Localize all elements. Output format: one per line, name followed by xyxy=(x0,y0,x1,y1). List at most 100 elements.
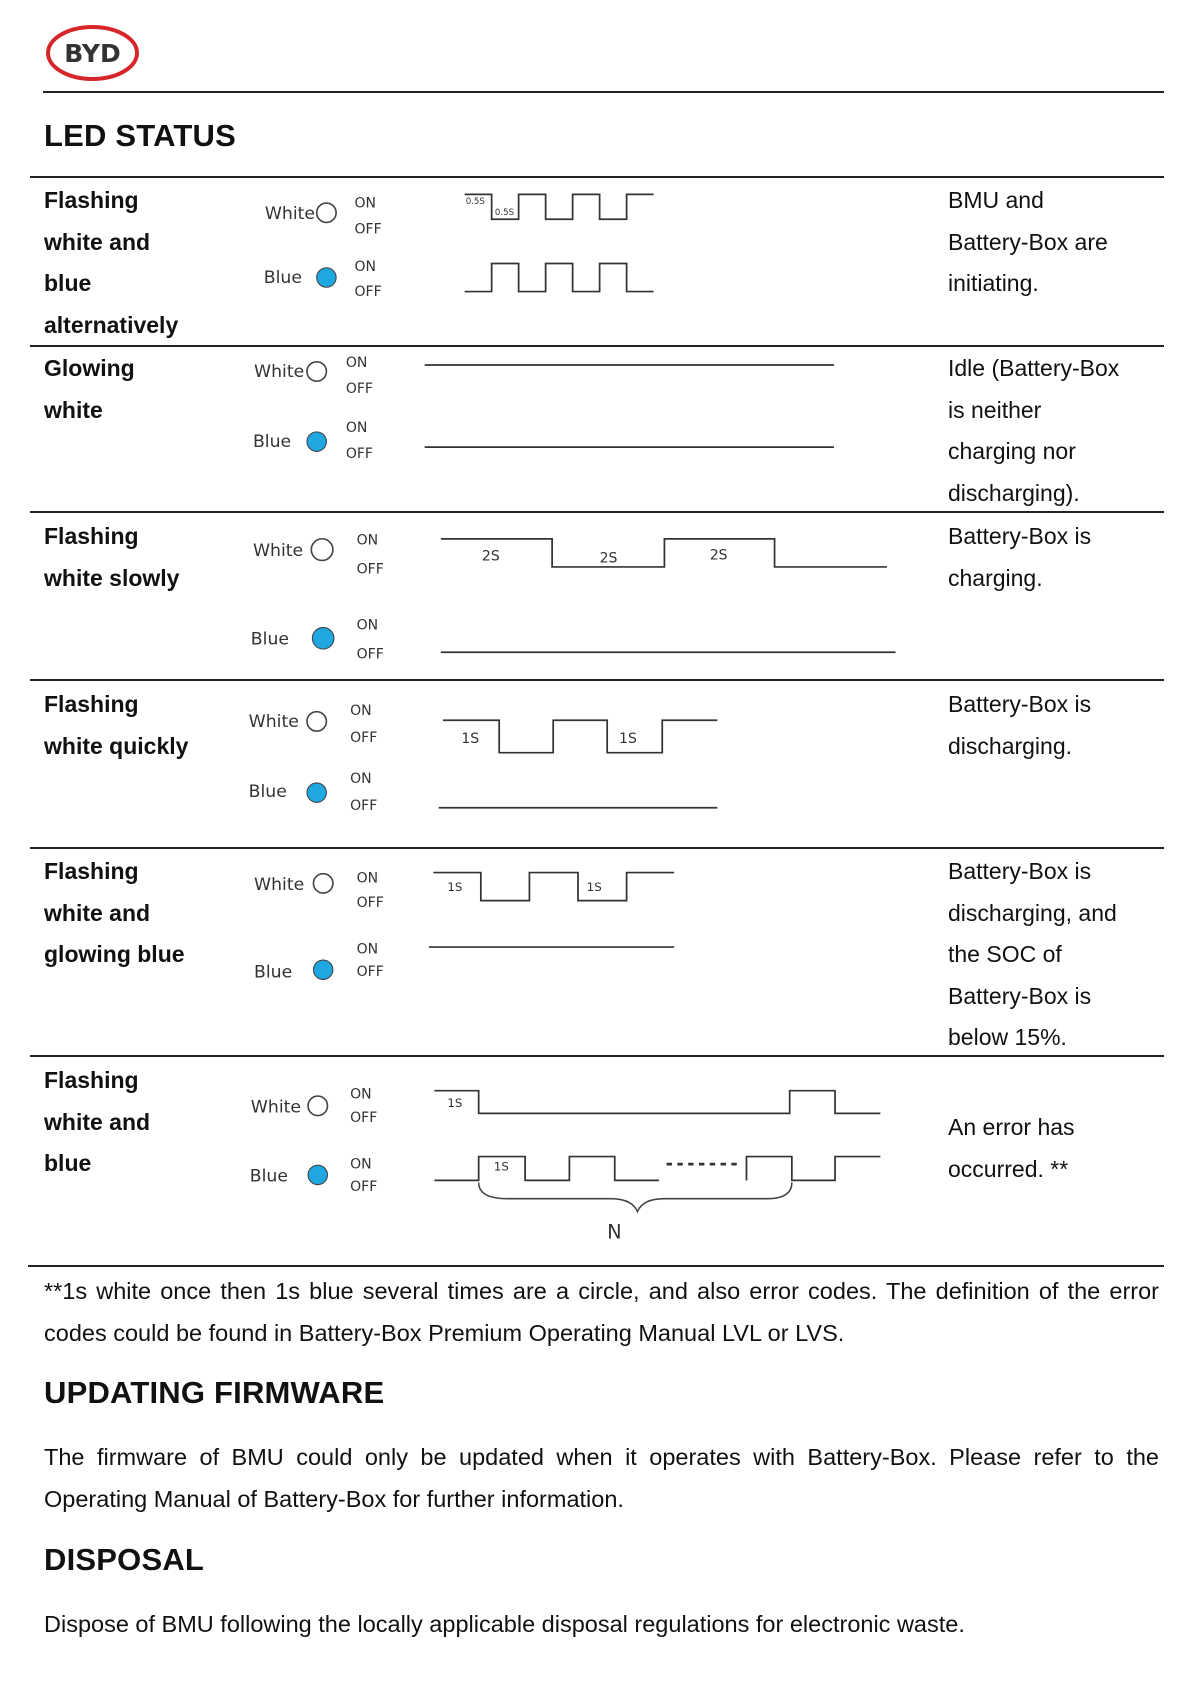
table-rule xyxy=(30,847,1164,849)
off-label: OFF xyxy=(354,284,381,300)
repeat-brace xyxy=(477,1182,793,1214)
led-state-discharging: Flashing white quickly xyxy=(44,684,244,767)
off-label: OFF xyxy=(350,798,377,814)
led-state-initiating: Flashing white and blue alternatively xyxy=(44,180,244,346)
state-line: white and xyxy=(44,228,151,255)
section-heading-disposal: DISPOSAL xyxy=(44,1542,205,1577)
blue-led-label: Blue xyxy=(250,1166,288,1186)
on-label: ON xyxy=(354,259,376,275)
white-led-icon xyxy=(315,202,337,224)
blue-led-icon xyxy=(306,431,327,452)
off-label: OFF xyxy=(357,964,384,980)
blue-led-icon xyxy=(312,959,334,981)
on-label: ON xyxy=(357,942,379,958)
white-led-label: White xyxy=(265,204,315,224)
off-label: OFF xyxy=(354,221,381,237)
meaning-line: An error has xyxy=(948,1114,1075,1140)
section-heading-updating-firmware: UPDATING FIRMWARE xyxy=(44,1375,385,1410)
off-label: OFF xyxy=(357,895,384,911)
state-line: Flashing xyxy=(44,858,139,884)
blue-waveform xyxy=(745,1155,881,1182)
state-line: Flashing xyxy=(44,523,139,549)
white-waveform xyxy=(464,193,654,221)
on-label: ON xyxy=(350,703,372,719)
state-line: white quickly xyxy=(44,732,189,759)
blue-led-icon xyxy=(307,1164,329,1186)
off-label: OFF xyxy=(350,1179,377,1195)
meaning-line: charging nor xyxy=(948,438,1076,464)
on-label: ON xyxy=(350,1086,372,1102)
timing-label: 2S xyxy=(600,551,618,567)
state-line: blue xyxy=(44,270,92,296)
timing-label: 0.5S xyxy=(495,208,514,218)
meaning-line: Battery-Box is xyxy=(948,523,1092,549)
led-meaning-charging: Battery-Box is charging. xyxy=(948,516,1178,599)
timing-label: 1S xyxy=(461,731,479,747)
table-rule xyxy=(30,1055,1164,1057)
state-line: white slowly xyxy=(44,564,180,591)
byd-logo: BYD xyxy=(45,24,140,82)
table-rule xyxy=(30,345,1164,347)
state-line: white and xyxy=(44,899,151,926)
meaning-line: initiating. xyxy=(948,270,1039,296)
meaning-line: charging. xyxy=(948,564,1043,591)
timing-label: 1S xyxy=(587,880,602,894)
off-label: OFF xyxy=(346,446,373,462)
state-line: white and xyxy=(44,1108,151,1135)
on-label: ON xyxy=(350,771,372,787)
on-label: ON xyxy=(346,355,368,371)
white-led-icon xyxy=(310,538,334,562)
blue-led-label: Blue xyxy=(254,962,292,982)
white-waveform xyxy=(433,871,675,902)
footnote: **1s white once then 1s blue several tim… xyxy=(44,1278,1159,1346)
blue-led-label: Blue xyxy=(251,630,289,650)
timing-label: 1S xyxy=(447,880,462,894)
white-led-label: White xyxy=(251,1097,301,1117)
timing-diagram-initiating: White ON OFF 0.5S 0.5S Blue ON OFF xyxy=(264,193,654,300)
white-led-label: White xyxy=(249,712,299,732)
meaning-line: discharging). xyxy=(948,479,1080,506)
blue-led-icon xyxy=(316,267,337,288)
off-label: OFF xyxy=(357,561,384,577)
table-rule xyxy=(30,679,1164,681)
timing-diagram-discharging: White ON OFF 1S 1S Blue ON OFF xyxy=(249,703,718,814)
meaning-line: Battery-Box is xyxy=(948,691,1092,717)
timing-diagram-error: White ON OFF 1S Blue ON OFF 1S N xyxy=(250,1086,881,1244)
led-meaning-error: An error has occurred. ** xyxy=(948,1107,1178,1190)
white-led-label: White xyxy=(254,362,304,382)
timing-label: 0.5S xyxy=(466,197,485,207)
blue-led-label: Blue xyxy=(253,432,291,452)
on-label: ON xyxy=(354,195,376,211)
meaning-line: the SOC of xyxy=(948,941,1062,967)
off-label: OFF xyxy=(357,647,384,663)
blue-led-icon xyxy=(311,626,335,650)
blue-waveform xyxy=(464,262,654,293)
repeat-count-label: N xyxy=(607,1221,622,1244)
white-led-icon xyxy=(306,710,328,732)
led-state-charging: Flashing white slowly xyxy=(44,516,244,599)
blue-led-icon xyxy=(306,782,327,803)
meaning-line: discharging, and xyxy=(948,899,1117,926)
on-label: ON xyxy=(357,870,379,886)
timing-label: 2S xyxy=(710,547,728,563)
table-rule xyxy=(30,176,1164,178)
state-line: alternatively xyxy=(44,311,179,338)
white-led-label: White xyxy=(253,541,303,561)
timing-diagram-idle: White ON OFF Blue ON OFF xyxy=(253,355,834,462)
meaning-line: below 15%. xyxy=(948,1024,1067,1050)
state-line: glowing blue xyxy=(44,941,185,967)
meaning-line: Battery-Box is xyxy=(948,982,1092,1009)
meaning-line: discharging. xyxy=(948,732,1073,759)
meaning-line: Idle (Battery-Box xyxy=(948,355,1120,381)
led-state-idle: Glowing white xyxy=(44,348,244,431)
white-waveform xyxy=(440,538,887,568)
led-state-error: Flashing white and blue xyxy=(44,1060,244,1185)
blue-led-label: Blue xyxy=(264,268,302,288)
led-meaning-low-soc: Battery-Box is discharging, and the SOC … xyxy=(948,851,1178,1059)
off-label: OFF xyxy=(350,1110,377,1126)
white-waveform xyxy=(443,719,718,754)
on-label: ON xyxy=(350,1156,372,1172)
state-line: Glowing xyxy=(44,355,135,381)
on-label: ON xyxy=(357,618,379,634)
timing-diagram-low-soc: White ON OFF 1S 1S Blue ON OFF xyxy=(254,870,675,982)
